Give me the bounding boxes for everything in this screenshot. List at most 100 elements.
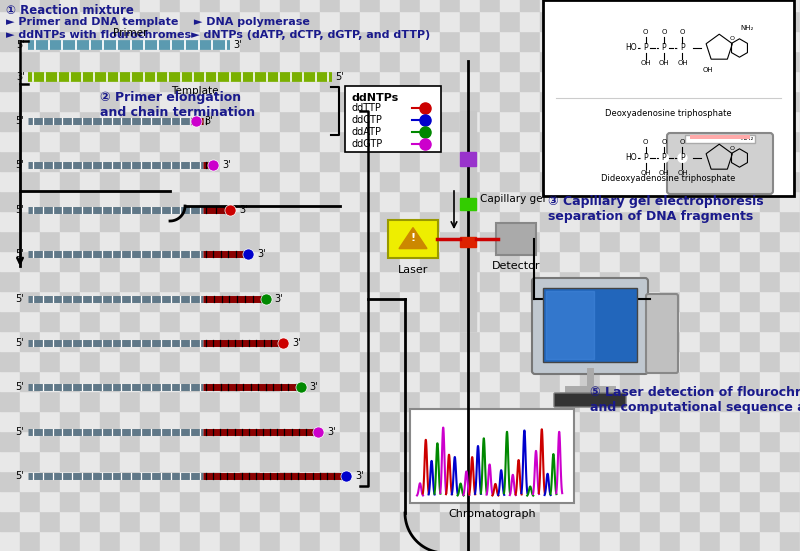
Bar (240, 331, 260, 351)
Bar (60, 251, 80, 271)
Bar (760, 251, 780, 271)
Bar (540, 0, 560, 11)
Bar (560, 271, 580, 291)
Bar (420, 0, 440, 11)
Bar (720, 151, 740, 171)
Bar (540, 211, 560, 231)
Bar (780, 311, 800, 331)
Bar (120, 71, 140, 91)
Bar (160, 31, 180, 51)
Bar (0, 151, 20, 171)
Bar (340, 211, 360, 231)
Bar (700, 271, 720, 291)
Bar (400, 371, 420, 391)
Bar (640, 71, 660, 91)
Bar (60, 471, 80, 491)
Bar (740, 251, 760, 271)
Bar (20, 91, 40, 111)
Bar (160, 371, 180, 391)
Bar (300, 11, 320, 31)
Text: 5': 5' (16, 40, 25, 50)
Bar (0, 331, 20, 351)
Bar (240, 251, 260, 271)
Bar (760, 231, 780, 251)
Bar (700, 451, 720, 471)
Bar (680, 471, 700, 491)
Text: O: O (643, 139, 648, 145)
Bar (220, 151, 240, 171)
Bar (460, 491, 480, 511)
Text: 3': 3' (205, 116, 213, 126)
Bar (680, 251, 700, 271)
Bar (660, 251, 680, 271)
Bar (180, 471, 200, 491)
FancyBboxPatch shape (345, 86, 441, 152)
Bar (400, 111, 420, 131)
Bar (60, 131, 80, 151)
Bar (340, 391, 360, 411)
Bar (780, 231, 800, 251)
Bar (400, 491, 420, 511)
Bar (360, 211, 380, 231)
Bar (740, 391, 760, 411)
Bar (480, 431, 500, 451)
Bar (480, 111, 500, 131)
Bar (580, 251, 600, 271)
Bar (460, 531, 480, 551)
Bar (620, 351, 640, 371)
Bar (760, 211, 780, 231)
Bar (320, 431, 340, 451)
Bar (100, 51, 120, 71)
Text: 3': 3' (327, 426, 336, 436)
Bar (560, 191, 580, 211)
Bar (680, 271, 700, 291)
Bar (160, 231, 180, 251)
Bar (380, 411, 400, 431)
Bar (760, 391, 780, 411)
Bar (640, 331, 660, 351)
Bar (580, 11, 600, 31)
Bar (520, 331, 540, 351)
Bar (580, 231, 600, 251)
Bar (540, 291, 560, 311)
Bar (280, 31, 300, 51)
Bar (380, 31, 400, 51)
Bar (640, 11, 660, 31)
Bar (420, 291, 440, 311)
Bar (120, 491, 140, 511)
Circle shape (678, 44, 687, 52)
Bar (400, 351, 420, 371)
Bar (360, 31, 380, 51)
Bar (640, 391, 660, 411)
Bar (480, 0, 500, 11)
Text: OH: OH (640, 170, 651, 176)
Bar (760, 151, 780, 171)
Bar (340, 11, 360, 31)
Bar (220, 251, 240, 271)
Bar (660, 91, 680, 111)
Bar (660, 471, 680, 491)
Bar (60, 451, 80, 471)
Bar (680, 291, 700, 311)
Bar (780, 91, 800, 111)
Bar (20, 491, 40, 511)
Bar (580, 431, 600, 451)
Bar (280, 51, 300, 71)
Bar (200, 91, 220, 111)
Bar (620, 471, 640, 491)
Bar (680, 451, 700, 471)
Bar (780, 471, 800, 491)
Bar (340, 151, 360, 171)
Bar (40, 351, 60, 371)
Bar (640, 31, 660, 51)
Bar (540, 31, 560, 51)
Bar (400, 51, 420, 71)
Text: O: O (730, 147, 734, 152)
Bar (260, 311, 280, 331)
Bar (220, 471, 240, 491)
Bar (600, 471, 620, 491)
Bar (660, 31, 680, 51)
Bar (660, 291, 680, 311)
Bar (220, 191, 240, 211)
Bar (100, 251, 120, 271)
